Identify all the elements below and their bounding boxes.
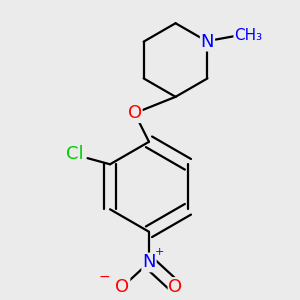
Text: O: O (128, 104, 142, 122)
Text: O: O (169, 278, 183, 296)
Text: O: O (115, 278, 130, 296)
Text: N: N (201, 33, 214, 51)
Text: −: − (98, 270, 110, 284)
Text: CH₃: CH₃ (234, 28, 262, 43)
Text: +: + (154, 247, 164, 257)
Text: N: N (142, 254, 156, 272)
Text: Cl: Cl (67, 145, 84, 163)
